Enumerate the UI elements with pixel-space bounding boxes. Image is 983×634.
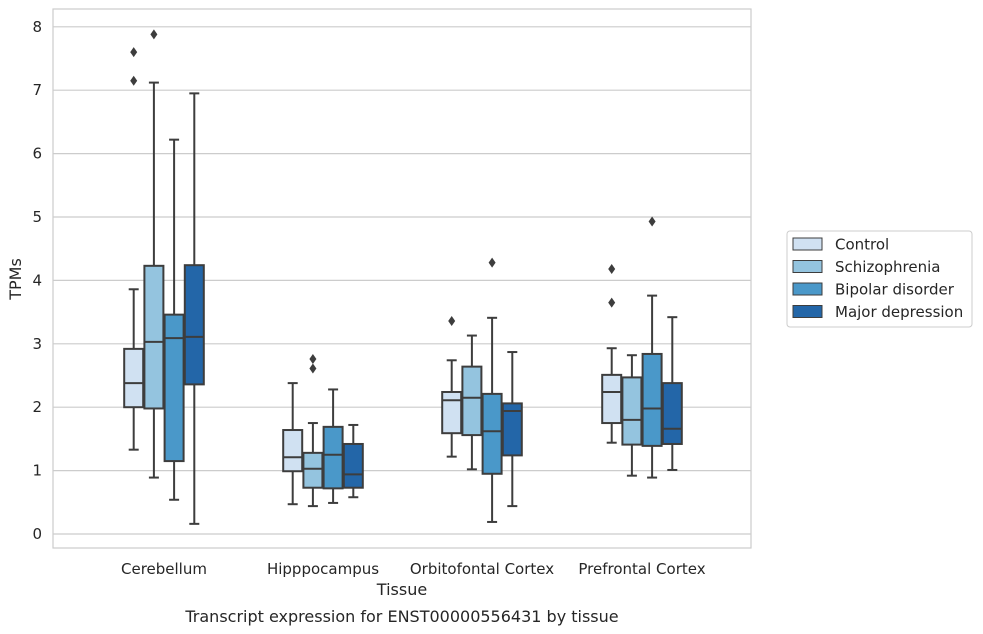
box-iqr — [163, 313, 185, 463]
box-2-3 — [501, 351, 523, 508]
y-tick-label: 4 — [32, 271, 42, 289]
box-0-1 — [143, 29, 165, 479]
box-0-3 — [183, 92, 205, 525]
legend-swatch — [792, 260, 823, 273]
x-tick-label: Hipppocampus — [267, 560, 379, 578]
y-tick-label: 3 — [32, 335, 42, 353]
box-iqr — [302, 451, 324, 489]
outlier-point — [608, 263, 616, 274]
box-1-3 — [342, 423, 364, 499]
plot-frame — [52, 8, 752, 549]
legend-swatch — [792, 282, 823, 296]
y-tick-label: 7 — [32, 81, 42, 99]
outlier-point — [150, 29, 158, 40]
y-tick-labels: 0 1 2 3 4 5 6 7 8 — [32, 18, 42, 543]
box-3-3 — [661, 316, 683, 471]
box-iqr — [342, 442, 364, 489]
x-tick-labels: Cerebellum Hipppocampus Orbitofontal Corte… — [121, 560, 706, 578]
legend-label: Major depression — [835, 303, 963, 321]
outlier-point — [130, 47, 138, 58]
box-3-1 — [621, 354, 643, 477]
outlier-point — [130, 75, 138, 86]
legend-swatch — [792, 237, 823, 251]
box-0-2 — [163, 138, 185, 501]
y-tick-label: 5 — [32, 208, 42, 226]
box-iqr — [143, 264, 165, 410]
outlier-point — [309, 354, 317, 365]
y-tick-label: 6 — [32, 145, 42, 163]
box-iqr — [661, 382, 683, 445]
box-2-0 — [441, 315, 463, 458]
legend-label: Bipolar disorder — [835, 281, 955, 299]
box-2-1 — [461, 334, 483, 471]
y-axis-label: TPMs — [6, 258, 25, 301]
box-3-2 — [641, 216, 663, 479]
outlier-point — [448, 315, 456, 326]
legend-label: Control — [835, 236, 889, 254]
outlier-point — [488, 257, 496, 268]
box-iqr — [282, 429, 304, 473]
box-iqr — [322, 425, 344, 490]
x-tick-label: Prefrontal Cortex — [578, 560, 705, 578]
box-iqr — [601, 373, 623, 425]
box-iqr — [501, 402, 523, 457]
x-axis-label: Tissue — [376, 580, 427, 599]
box-iqr — [123, 347, 145, 409]
outlier-point — [648, 216, 656, 227]
legend-swatch — [792, 305, 823, 318]
box-iqr — [461, 365, 483, 437]
box-2-2 — [481, 257, 503, 523]
box-3-0 — [601, 263, 623, 444]
box-iqr — [641, 352, 663, 447]
box-iqr — [183, 264, 205, 386]
box-1-2 — [322, 388, 344, 504]
x-tick-label: Orbitofontal Cortex — [410, 560, 554, 578]
y-tick-label: 0 — [32, 525, 42, 543]
outlier-point — [309, 363, 317, 374]
box-iqr — [481, 392, 503, 475]
y-tick-label: 1 — [32, 462, 42, 480]
x-tick-label: Cerebellum — [121, 560, 207, 578]
box-iqr — [441, 390, 463, 435]
box-1-1 — [302, 354, 324, 508]
box-0-0 — [123, 47, 145, 451]
box-iqr — [621, 376, 643, 446]
box-1-0 — [282, 382, 304, 506]
outlier-point — [608, 297, 616, 308]
chart-caption: Transcript expression for ENST0000055643… — [184, 607, 618, 626]
legend-label: Schizophrenia — [835, 258, 940, 276]
y-tick-label: 2 — [32, 398, 42, 416]
legend-frame — [786, 230, 973, 328]
legend: Control Schizophrenia Bipolar disorder Majo… — [786, 230, 973, 328]
y-tick-label: 8 — [32, 18, 42, 36]
box-layer — [123, 29, 683, 525]
